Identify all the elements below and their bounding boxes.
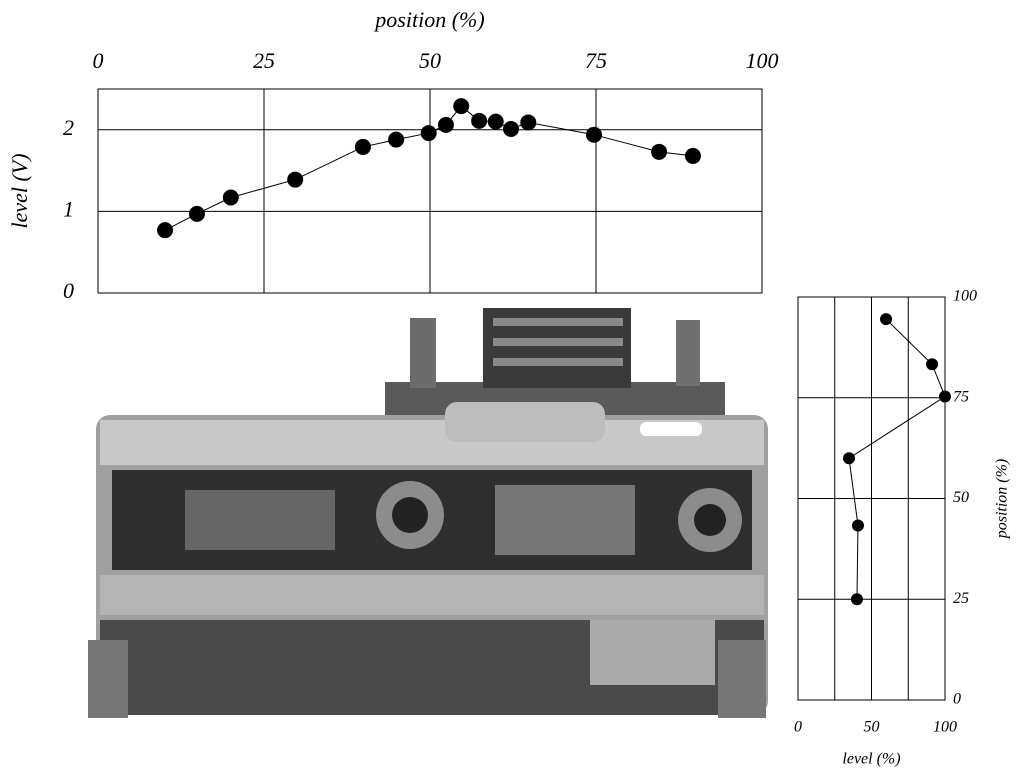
- data-point: [520, 114, 537, 131]
- y-tick-label: 50: [953, 489, 969, 506]
- data-point: [437, 116, 454, 133]
- data-point: [388, 131, 405, 148]
- y-tick-label: 75: [953, 388, 969, 405]
- data-point: [926, 358, 939, 371]
- data-point: [850, 593, 863, 606]
- data-point: [354, 138, 371, 155]
- data-point: [939, 390, 951, 403]
- y-axis-label: level (V): [7, 153, 32, 228]
- y-axis-label: position (%): [994, 459, 1011, 540]
- x-tick-label: 75: [585, 48, 607, 73]
- y-tick-label: 0: [953, 691, 961, 708]
- y-tick-label: 25: [953, 590, 969, 607]
- data-point: [851, 519, 864, 532]
- x-tick-label: 25: [253, 48, 275, 73]
- data-point: [586, 126, 603, 143]
- x-tick-label: 0: [794, 719, 802, 736]
- data-point: [420, 125, 437, 142]
- data-line: [848, 318, 946, 600]
- x-tick-label: 0: [93, 48, 104, 73]
- data-point: [287, 171, 304, 188]
- data-line: [164, 105, 694, 231]
- data-point: [503, 120, 520, 137]
- y-tick-label: 100: [953, 288, 977, 305]
- x-axis-label: position (%): [373, 7, 484, 32]
- data-point: [453, 98, 470, 115]
- x-axis-label: level (%): [842, 751, 900, 768]
- data-point: [843, 452, 856, 465]
- y-tick-label: 1: [63, 196, 74, 221]
- x-tick-label: 100: [933, 719, 957, 736]
- data-point: [222, 189, 239, 206]
- x-tick-label: 100: [746, 48, 779, 73]
- data-point: [487, 113, 504, 130]
- y-tick-label: 0: [63, 278, 74, 303]
- data-point: [157, 222, 174, 239]
- data-point: [880, 313, 893, 326]
- x-tick-label: 50: [419, 48, 441, 73]
- data-point: [684, 147, 701, 164]
- data-point: [188, 205, 205, 222]
- x-tick-label: 50: [864, 719, 880, 736]
- machine-photo: [88, 308, 768, 718]
- data-point: [471, 112, 488, 129]
- y-tick-label: 2: [63, 115, 74, 140]
- data-point: [651, 143, 668, 160]
